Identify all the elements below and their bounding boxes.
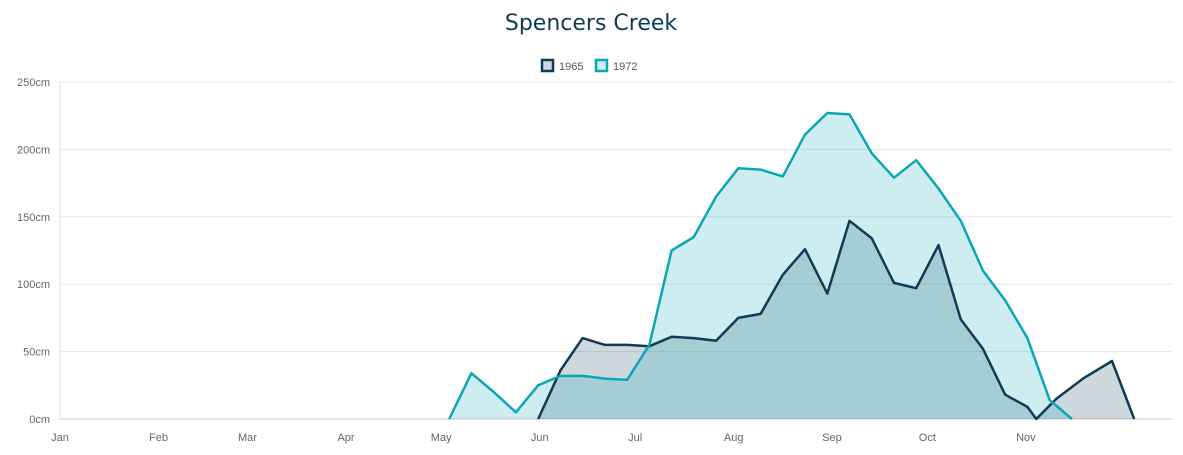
y-tick-label: 50cm bbox=[23, 347, 50, 359]
legend-swatch-1965[interactable] bbox=[540, 58, 555, 73]
legend: 1965 1972 bbox=[540, 58, 637, 73]
x-tick-label: Oct bbox=[919, 432, 936, 444]
y-axis: 0cm 50cm 100cm 150cm 200cm 250cm bbox=[17, 77, 50, 426]
x-tick-label: Mar bbox=[238, 432, 257, 444]
x-tick-label: Feb bbox=[149, 432, 168, 444]
legend-label-1972[interactable]: 1972 bbox=[613, 61, 637, 73]
chart-title: Spencers Creek bbox=[505, 11, 678, 36]
series-line-1965 bbox=[537, 219, 1136, 421]
legend-label-1965[interactable]: 1965 bbox=[559, 61, 583, 73]
x-tick-label: Aug bbox=[724, 432, 744, 444]
x-tick-label: May bbox=[431, 432, 452, 444]
series-lines bbox=[448, 111, 1136, 421]
legend-swatch-1972[interactable] bbox=[594, 58, 609, 73]
x-tick-label: Sep bbox=[822, 432, 842, 444]
series-line-1972 bbox=[448, 111, 1073, 420]
grid-lines bbox=[60, 81, 1172, 420]
y-tick-label: 150cm bbox=[17, 212, 50, 224]
y-tick-label: 200cm bbox=[17, 144, 50, 156]
series-area-1965 bbox=[538, 220, 1135, 419]
y-tick-label: 250cm bbox=[17, 77, 50, 89]
x-tick-label: Apr bbox=[337, 432, 354, 444]
x-tick-label: Nov bbox=[1016, 432, 1036, 444]
x-axis: Jan Feb Mar Apr May Jun Jul Aug Sep Oct Nov bbox=[51, 82, 1036, 444]
x-tick-label: Jan bbox=[51, 432, 69, 444]
x-tick-label: Jun bbox=[531, 432, 549, 444]
y-tick-label: 100cm bbox=[17, 279, 50, 291]
series-areas bbox=[449, 113, 1135, 419]
x-tick-label: Jul bbox=[628, 432, 642, 444]
series-area-1972 bbox=[449, 113, 1072, 419]
y-tick-label: 0cm bbox=[29, 414, 50, 426]
